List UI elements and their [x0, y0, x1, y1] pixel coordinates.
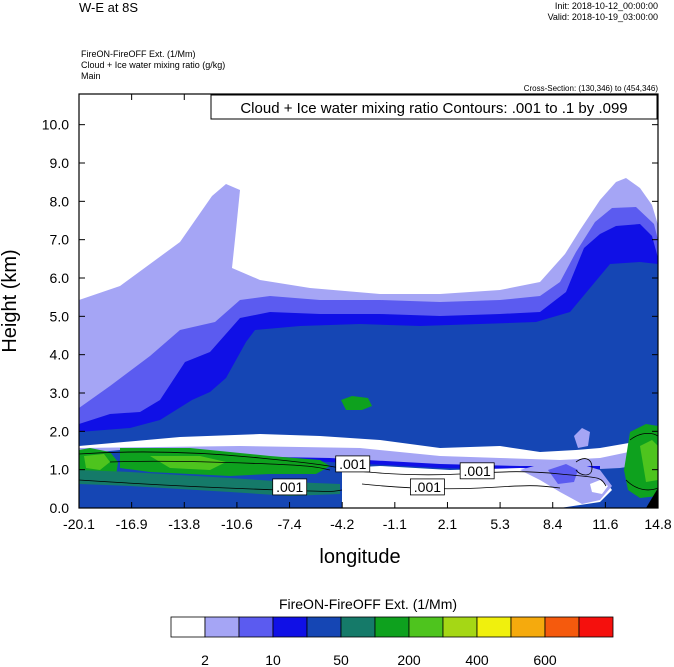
x-tick-label: 5.3	[490, 516, 510, 532]
y-axis: 0.0 1.0 2.0 3.0 4.0 5.0 6.0 7.0 8.0 9.0 10.0	[42, 117, 658, 516]
y-tick-label: 0.0	[50, 500, 70, 516]
y-tick-label: 6.0	[50, 270, 70, 286]
shaded-region-13	[84, 454, 110, 470]
x-tick-label: -7.4	[277, 516, 301, 532]
shaded-region-18	[646, 488, 658, 508]
y-tick-label: 4.0	[50, 347, 70, 363]
colorbar-label: 200	[397, 652, 421, 667]
cross-section-label: Cross-Section: (130,346) to (454,346)	[523, 84, 658, 93]
colorbar-box-4	[306, 616, 342, 638]
y-tick-label: 7.0	[50, 232, 70, 248]
x-tick-label: 2.1	[438, 516, 458, 532]
contour-info-frame	[210, 94, 658, 120]
x-tick-label: 11.6	[592, 516, 618, 532]
y-tick-label: 5.0	[50, 308, 70, 324]
shaded-region-20	[590, 480, 608, 494]
colorbar-label: 600	[533, 652, 557, 667]
colorbar-label: 10	[265, 652, 281, 667]
contour-label-text: .001	[339, 456, 366, 472]
contour-line-6	[625, 479, 658, 491]
y-tick-label: 10.0	[42, 117, 69, 133]
y-axis-title: Height (km)	[0, 249, 21, 352]
field-line-2: Cloud + Ice water mixing ratio (g/kg)	[81, 60, 226, 70]
contour-label-box	[459, 462, 495, 480]
colorbar-box-9	[476, 616, 512, 638]
colorbar-box-5	[340, 616, 376, 638]
plot-frame	[78, 93, 659, 509]
colorbar-box-3	[272, 616, 308, 638]
colorbar: FireON-FireOFF Ext. (1/Mm) 2 10 50 200 400 60…	[170, 596, 614, 667]
y-tick-label: 2.0	[50, 423, 70, 439]
contour-line-0	[79, 451, 341, 469]
x-axis: -20.1 -16.9 -13.8 -10.6 -7.4 -4.2 -1.1 2.1 5.3 8.…	[63, 94, 672, 532]
shaded-region-17	[640, 440, 658, 482]
colorbar-label: 50	[333, 652, 349, 667]
contour-label-box	[335, 455, 371, 473]
colorbar-box-6	[374, 616, 410, 638]
field-line-3: Main	[81, 71, 101, 81]
colorbar-box-0	[170, 616, 206, 638]
field-description: FireON-FireOFF Ext. (1/Mm) Cloud + Ice w…	[81, 49, 225, 82]
y-tick-label: 9.0	[50, 155, 70, 171]
contour-label-text: .001	[414, 479, 441, 495]
y-tick-label: 8.0	[50, 193, 70, 209]
contour-line-7	[575, 458, 593, 476]
colorbar-title: FireON-FireOFF Ext. (1/Mm)	[279, 596, 457, 612]
shaded-region-14	[150, 456, 226, 470]
y-tick-label: 1.0	[50, 462, 70, 478]
x-tick-label: -10.6	[221, 516, 253, 532]
contour-label-box	[409, 478, 445, 496]
y-tick-label: 3.0	[50, 385, 70, 401]
x-tick-label: -13.8	[168, 516, 200, 532]
colorbar-label: 2	[201, 652, 209, 667]
x-tick-label: 14.8	[644, 516, 671, 532]
colorbar-box-8	[442, 616, 478, 638]
valid-time: Valid: 2018-10-19_03:00:00	[547, 12, 658, 22]
x-tick-label: -16.9	[116, 516, 148, 532]
x-tick-label: -1.1	[383, 516, 407, 532]
colorbar-box-1	[204, 616, 240, 638]
contour-label-box	[272, 478, 308, 496]
contour-label-0: .001	[272, 478, 308, 496]
field-line-1: FireON-FireOFF Ext. (1/Mm)	[81, 49, 196, 59]
shaded-field	[79, 178, 658, 508]
contour-label-2: .001	[409, 478, 445, 496]
contour-line-3	[349, 469, 607, 487]
contour-label-3: .001	[459, 462, 495, 480]
run-info: Init: 2018-10-12_00:00:00 Valid: 2018-10…	[548, 1, 658, 23]
colorbar-box-12	[578, 616, 614, 638]
colorbar-label: 400	[465, 652, 489, 667]
plot-title: W-E at 8S	[79, 0, 139, 15]
colorbar-box-2	[238, 616, 274, 638]
colorbar-box-10	[510, 616, 546, 638]
contour-info-box: Cloud + Ice water mixing ratio Contours:…	[210, 94, 658, 120]
contour-info-text: Cloud + Ice water mixing ratio Contours:…	[240, 100, 627, 117]
x-tick-label: -20.1	[63, 516, 95, 532]
colorbar-box-11	[544, 616, 580, 638]
contour-line-1	[109, 460, 331, 471]
contour-line-2	[79, 479, 343, 492]
x-tick-label: -4.2	[330, 516, 354, 532]
colorbar-box-7	[408, 616, 444, 638]
contour-line-4	[361, 483, 561, 490]
init-time: Init: 2018-10-12_00:00:00	[554, 1, 658, 11]
contour-lines: .001 .001 .001 .001	[79, 432, 658, 496]
x-tick-label: 8.4	[543, 516, 563, 532]
contour-label-1: .001	[335, 455, 371, 473]
contour-label-text: .001	[276, 479, 303, 495]
shaded-region-21	[574, 428, 590, 448]
contour-line-5	[629, 432, 658, 441]
contour-label-text: .001	[464, 463, 491, 479]
x-axis-title: longitude	[319, 546, 400, 568]
shaded-region-19	[341, 396, 372, 410]
